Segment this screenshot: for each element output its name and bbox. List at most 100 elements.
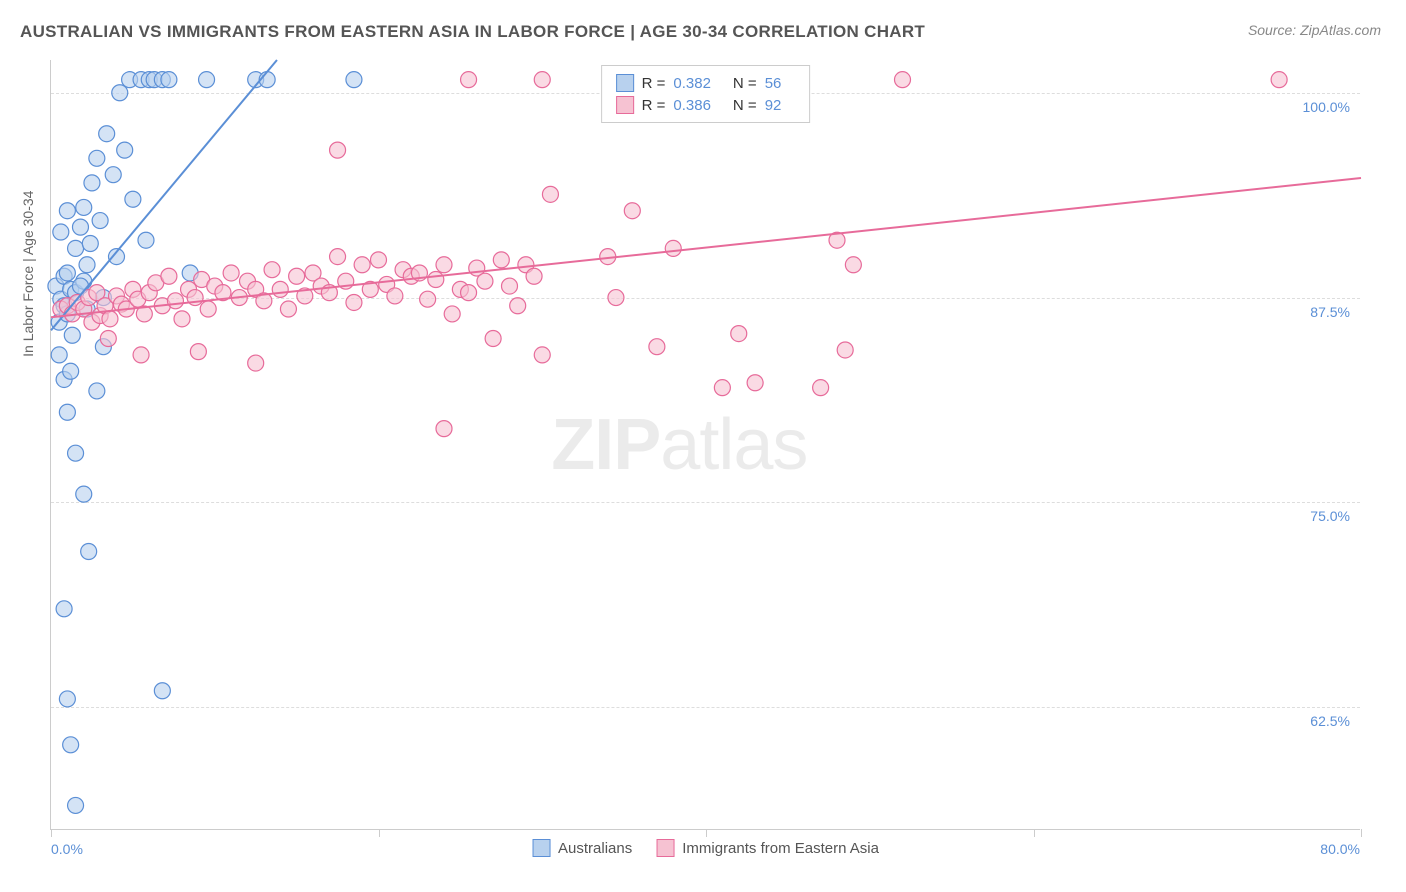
- scatter-point: [59, 691, 75, 707]
- chart-title: AUSTRALIAN VS IMMIGRANTS FROM EASTERN AS…: [20, 22, 925, 42]
- n-label: N =: [733, 75, 757, 92]
- legend-row-series1: R = 0.382 N = 56: [616, 72, 796, 94]
- scatter-point: [59, 265, 75, 281]
- scatter-point: [289, 268, 305, 284]
- scatter-point: [510, 298, 526, 314]
- scatter-point: [167, 293, 183, 309]
- scatter-point: [747, 375, 763, 391]
- series-legend: Australians Immigrants from Eastern Asia: [532, 839, 879, 857]
- source-attribution: Source: ZipAtlas.com: [1248, 22, 1381, 38]
- scatter-point: [526, 268, 542, 284]
- scatter-point: [731, 326, 747, 342]
- scatter-point: [248, 355, 264, 371]
- scatter-point: [485, 331, 501, 347]
- scatter-point: [56, 601, 72, 617]
- scatter-point: [845, 257, 861, 273]
- x-tick: [1034, 829, 1035, 837]
- scatter-point: [444, 306, 460, 322]
- scatter-point: [534, 347, 550, 363]
- scatter-point: [608, 290, 624, 306]
- n-value-series2: 92: [765, 97, 782, 114]
- scatter-point: [461, 285, 477, 301]
- scatter-point: [133, 347, 149, 363]
- x-tick: [706, 829, 707, 837]
- scatter-point: [542, 186, 558, 202]
- swatch-series2-bottom: [656, 839, 674, 857]
- scatter-point: [64, 327, 80, 343]
- r-value-series2: 0.386: [673, 97, 711, 114]
- correlation-chart: AUSTRALIAN VS IMMIGRANTS FROM EASTERN AS…: [0, 0, 1406, 892]
- scatter-point: [493, 252, 509, 268]
- correlation-legend: R = 0.382 N = 56 R = 0.386 N = 92: [601, 65, 811, 123]
- scatter-svg: [51, 60, 1360, 829]
- scatter-point: [59, 404, 75, 420]
- swatch-series1-bottom: [532, 839, 550, 857]
- scatter-point: [89, 150, 105, 166]
- scatter-point: [89, 383, 105, 399]
- scatter-point: [76, 486, 92, 502]
- scatter-point: [63, 363, 79, 379]
- r-value-series1: 0.382: [673, 75, 711, 92]
- scatter-point: [112, 85, 128, 101]
- scatter-point: [665, 240, 681, 256]
- trend-line: [51, 60, 277, 330]
- y-axis-title: In Labor Force | Age 30-34: [20, 191, 36, 357]
- scatter-point: [272, 281, 288, 297]
- scatter-point: [125, 191, 141, 207]
- scatter-point: [72, 219, 88, 235]
- scatter-point: [1271, 72, 1287, 88]
- scatter-point: [102, 311, 118, 327]
- scatter-point: [436, 421, 452, 437]
- legend-label-series1: Australians: [558, 840, 632, 857]
- scatter-point: [264, 262, 280, 278]
- legend-item-series1: Australians: [532, 839, 632, 857]
- scatter-point: [837, 342, 853, 358]
- scatter-point: [138, 232, 154, 248]
- scatter-point: [346, 72, 362, 88]
- legend-item-series2: Immigrants from Eastern Asia: [656, 839, 879, 857]
- scatter-point: [53, 224, 69, 240]
- swatch-series2: [616, 96, 634, 114]
- scatter-point: [346, 294, 362, 310]
- scatter-point: [79, 257, 95, 273]
- scatter-point: [420, 291, 436, 307]
- scatter-point: [223, 265, 239, 281]
- swatch-series1: [616, 74, 634, 92]
- x-tick: [1361, 829, 1362, 837]
- scatter-point: [387, 288, 403, 304]
- scatter-point: [280, 301, 296, 317]
- scatter-point: [161, 268, 177, 284]
- scatter-point: [105, 167, 121, 183]
- scatter-point: [154, 683, 170, 699]
- x-axis-max-label: 80.0%: [1320, 841, 1360, 857]
- n-value-series1: 56: [765, 75, 782, 92]
- scatter-point: [461, 72, 477, 88]
- r-label: R =: [642, 75, 666, 92]
- scatter-point: [117, 142, 133, 158]
- scatter-point: [81, 543, 97, 559]
- legend-row-series2: R = 0.386 N = 92: [616, 94, 796, 116]
- scatter-point: [371, 252, 387, 268]
- scatter-point: [714, 380, 730, 396]
- scatter-point: [813, 380, 829, 396]
- scatter-point: [161, 72, 177, 88]
- plot-area: ZIPatlas 62.5%75.0%87.5%100.0% R = 0.382…: [50, 60, 1360, 830]
- n-label: N =: [733, 97, 757, 114]
- scatter-point: [92, 213, 108, 229]
- scatter-point: [68, 445, 84, 461]
- legend-label-series2: Immigrants from Eastern Asia: [682, 840, 879, 857]
- r-label: R =: [642, 97, 666, 114]
- scatter-point: [624, 203, 640, 219]
- scatter-point: [200, 301, 216, 317]
- scatter-point: [100, 331, 116, 347]
- scatter-point: [59, 203, 75, 219]
- scatter-point: [68, 797, 84, 813]
- scatter-point: [436, 257, 452, 273]
- x-axis-min-label: 0.0%: [51, 841, 83, 857]
- scatter-point: [174, 311, 190, 327]
- scatter-point: [330, 249, 346, 265]
- scatter-point: [76, 199, 92, 215]
- scatter-point: [190, 344, 206, 360]
- x-tick: [379, 829, 380, 837]
- scatter-point: [84, 175, 100, 191]
